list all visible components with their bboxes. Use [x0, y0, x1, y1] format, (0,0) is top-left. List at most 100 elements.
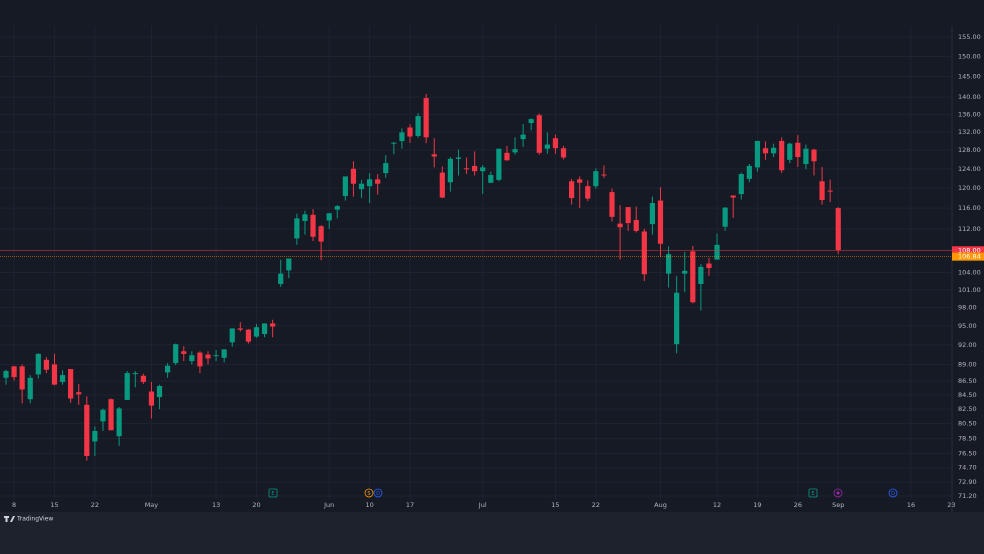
candle-body	[35, 353, 41, 375]
candle-body	[787, 143, 793, 160]
event-icon	[836, 491, 840, 495]
candle-body	[302, 214, 308, 221]
candle-body	[560, 148, 567, 158]
candle-body	[795, 142, 801, 158]
price-label-box	[952, 252, 984, 261]
event-icon	[808, 488, 818, 498]
candle-body	[383, 163, 389, 174]
candle-body	[375, 179, 381, 184]
candle-body	[665, 254, 672, 274]
candle-body	[447, 158, 453, 183]
candle-body	[367, 179, 373, 187]
candle-body	[221, 349, 227, 358]
x-tick-label: 23	[947, 501, 955, 509]
y-tick-label: 124.00	[958, 165, 981, 173]
candle-body	[480, 167, 486, 172]
candle-body	[124, 373, 130, 400]
y-tick-label: 104.00	[958, 269, 981, 277]
candle-body	[803, 148, 809, 165]
candle-body	[286, 258, 292, 271]
candle-body	[294, 218, 300, 239]
footer	[0, 512, 984, 554]
candle-body	[633, 219, 639, 231]
logo-text: TradingView	[16, 516, 53, 523]
event-icon	[833, 488, 843, 498]
y-tick-label: 101.00	[958, 286, 981, 294]
candle-body	[625, 207, 631, 224]
candle-body	[819, 181, 825, 201]
candle-body	[779, 140, 785, 171]
candle-body	[463, 168, 470, 170]
candle-body	[722, 207, 728, 227]
candle-body	[674, 292, 680, 345]
x-tick-label: 17	[406, 501, 414, 509]
event-letter: E	[271, 491, 274, 497]
candle-body	[754, 140, 761, 168]
candle-body	[706, 263, 712, 269]
candle-body	[771, 147, 777, 154]
candle-body	[649, 203, 655, 225]
candle-body	[746, 165, 752, 179]
candle-body	[698, 266, 704, 284]
candle-body	[326, 213, 332, 221]
candle-body	[213, 355, 219, 357]
y-tick-label: 136.00	[958, 110, 981, 118]
candle-body	[738, 174, 744, 195]
candle-body	[76, 392, 82, 395]
event-letter: D	[376, 491, 380, 497]
y-tick-label: 150.00	[958, 53, 981, 61]
candle-body	[245, 329, 251, 342]
candle-body	[27, 377, 33, 400]
candle-body	[520, 134, 526, 140]
candle-body	[197, 352, 203, 367]
y-tick-label: 132.00	[958, 128, 981, 136]
candle-body	[617, 223, 623, 228]
candle-body	[253, 327, 260, 337]
x-tick-label: 13	[212, 501, 220, 509]
x-tick-label: Sep	[832, 501, 844, 509]
candle-body	[827, 190, 833, 192]
candle-body	[536, 115, 542, 153]
candle-body	[229, 328, 235, 343]
candle-body	[496, 148, 502, 180]
candle-body	[641, 231, 647, 275]
candle-body	[544, 144, 550, 149]
x-tick-label: 19	[753, 501, 761, 509]
candle-body	[278, 273, 284, 284]
x-tick-label: Aug	[654, 501, 667, 509]
candle-body	[601, 174, 607, 176]
y-tick-label: 86.50	[958, 377, 977, 385]
candle-body	[350, 168, 357, 184]
candle-body	[108, 399, 114, 431]
candle-body	[690, 251, 696, 303]
y-tick-label: 82.50	[958, 405, 977, 413]
y-tick-label: 145.00	[958, 73, 981, 81]
candle-body	[439, 172, 445, 198]
y-tick-label: 71.20	[958, 492, 977, 500]
candle-body	[762, 148, 769, 154]
x-tick-label: 12	[713, 501, 721, 509]
candle-body	[92, 430, 98, 442]
event-icon	[364, 488, 374, 498]
chart-background	[0, 0, 984, 512]
y-tick-label: 80.50	[958, 420, 977, 428]
event-letter: D	[891, 491, 895, 497]
y-tick-label: 89.00	[958, 360, 977, 368]
candle-body	[714, 244, 720, 260]
candle-body	[165, 365, 171, 373]
candle-body	[100, 409, 106, 422]
candle-body	[68, 369, 74, 399]
event-icon	[268, 488, 278, 498]
candle-body	[552, 138, 559, 149]
candle-body	[577, 179, 583, 183]
y-tick-label: 128.00	[958, 146, 981, 154]
candle-body	[415, 116, 421, 136]
logo: TradingView	[4, 516, 53, 523]
event-icon	[888, 488, 898, 498]
x-tick-label: 15	[50, 501, 58, 509]
x-tick-label: Jul	[478, 501, 487, 509]
candle-body	[140, 375, 146, 382]
event-letter: E	[811, 491, 814, 497]
x-tick-label: 22	[91, 501, 99, 509]
candle-body	[51, 364, 58, 385]
